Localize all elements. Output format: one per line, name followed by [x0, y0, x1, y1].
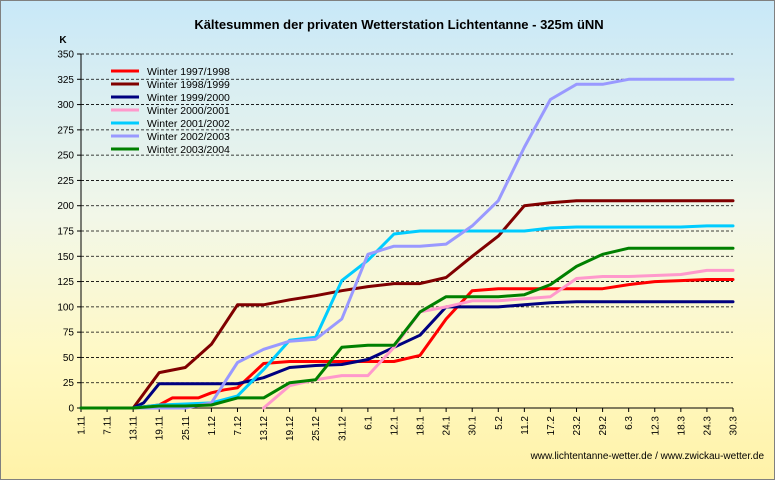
x-tick-label: 12.3: [650, 416, 661, 436]
y-tick-label: 350: [57, 50, 74, 61]
x-tick-label: 11.2: [520, 416, 531, 435]
x-tick-label: 13.11: [129, 416, 140, 441]
y-tick-label: 100: [57, 302, 74, 313]
series-line: [79, 77, 735, 410]
x-tick-label: 1.12: [207, 416, 218, 436]
legend-label: Winter 1998/1999: [147, 79, 230, 91]
y-tick-label: 250: [57, 151, 74, 162]
y-tick-label: 0: [68, 404, 74, 415]
x-tick-label: 24.3: [702, 416, 713, 436]
x-tick-label: 17.2: [546, 416, 557, 436]
legend-label: Winter 1999/2000: [147, 92, 230, 104]
x-tick-label: 1.11: [77, 416, 88, 435]
x-tick-label: 18.3: [676, 416, 687, 436]
x-tick-label: 19.12: [285, 416, 296, 441]
x-tick-label: 30.3: [729, 416, 740, 436]
series-line: [262, 268, 735, 410]
legend-label: Winter 2002/2003: [147, 131, 230, 143]
y-tick-label: 300: [57, 100, 74, 111]
x-tick-label: 24.1: [442, 416, 453, 436]
legend-label: Winter 2003/2004: [147, 144, 230, 156]
x-tick-label: 25.11: [181, 416, 192, 441]
y-tick-label: 200: [57, 201, 74, 212]
series-line: [79, 278, 735, 410]
credit-text: www.lichtentanne-wetter.de / www.zwickau…: [530, 451, 765, 462]
y-tick-label: 325: [57, 75, 74, 86]
legend-label: Winter 2001/2002: [147, 118, 230, 130]
x-tick-label: 30.1: [468, 416, 479, 436]
y-tick-label: 225: [57, 176, 74, 187]
y-tick-label: 175: [57, 227, 74, 238]
axes: 0 25 50 75 100 125 150 175 200 225 250 275 300 325 350…: [57, 50, 739, 442]
x-tick-label: 5.2: [494, 416, 505, 430]
series-line: [79, 224, 735, 410]
x-tick-label: 6.1: [363, 416, 374, 430]
y-tick-label: 125: [57, 277, 74, 288]
y-tick-label: 50: [63, 353, 75, 364]
legend-label: Winter 2000/2001: [147, 105, 230, 117]
y-axis-label: K: [59, 35, 67, 46]
x-tick-label: 29.2: [598, 416, 609, 436]
series-line: [79, 300, 735, 410]
x-tick-label: 18.1: [416, 416, 427, 436]
x-tick-label: 19.11: [155, 416, 166, 441]
x-tick-label: 31.12: [337, 416, 348, 441]
y-tick-label: 275: [57, 125, 74, 136]
y-tick-label: 75: [63, 328, 75, 339]
series-line: [79, 246, 735, 410]
chart-title: Kältesummen der privaten Wetterstation L…: [194, 17, 603, 32]
x-tick-label: 12.1: [389, 416, 400, 436]
x-tick-label: 7.12: [233, 416, 244, 436]
series-line: [79, 199, 735, 410]
x-tick-label: 13.12: [259, 416, 270, 441]
series-lines: [79, 77, 735, 410]
y-tick-label: 25: [63, 378, 75, 389]
x-tick-label: 23.2: [572, 416, 583, 436]
x-tick-label: 25.12: [311, 416, 322, 441]
legend-label: Winter 1997/1998: [147, 66, 230, 78]
y-tick-label: 150: [57, 252, 74, 263]
x-tick-label: 6.3: [624, 416, 635, 430]
x-tick-label: 7.11: [103, 416, 114, 435]
